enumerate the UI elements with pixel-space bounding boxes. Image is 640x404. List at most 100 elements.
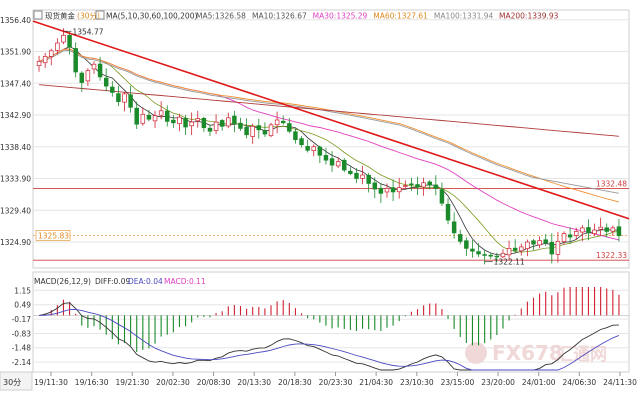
candle-body <box>555 240 561 255</box>
ma10-line <box>38 48 619 253</box>
candle-body <box>543 239 548 244</box>
ma5-line <box>38 46 619 256</box>
candle-body <box>110 86 115 93</box>
dea-line <box>39 308 620 371</box>
y-tick-label: 1329.40 <box>0 206 31 215</box>
ma-value-label: MA60:1327.61 <box>373 12 428 21</box>
candle-body <box>317 146 323 156</box>
macd-y-tick-label: -0.83 <box>12 330 32 339</box>
candle-body <box>592 229 597 234</box>
ma-value-label: MA200:1339.93 <box>499 12 559 21</box>
candle-body <box>79 72 85 83</box>
candle-body <box>146 114 152 120</box>
x-tick-label: 24/06:30 <box>563 378 597 387</box>
candle-body <box>183 118 188 128</box>
candle-body <box>91 63 97 70</box>
candle-body <box>128 94 133 108</box>
candle-body <box>470 248 475 252</box>
candle-body <box>140 113 146 124</box>
x-tick-label: 21/04:30 <box>359 378 393 387</box>
timeframe-tab-label: 30分 <box>3 378 21 387</box>
y-tick-label: 1342.90 <box>0 111 31 120</box>
current-price-box <box>35 230 71 241</box>
candle-body <box>122 93 127 103</box>
macd-name: MACD(26,12,9) <box>34 277 91 286</box>
macd-header: MACD(26,12,9) DIFF:0.09 DEA:0.04 MACD:0.… <box>34 277 206 286</box>
timeframe-label: (30分) <box>77 12 100 21</box>
symbol-name: 现货黄金 <box>45 11 75 21</box>
ma-value-label: MA5:1326.58 <box>196 12 246 21</box>
indicator-toggle-icon[interactable] <box>95 10 105 20</box>
price-labels: 1354.77 1322.11 1332.48 1325.83 1322.33 <box>35 27 627 267</box>
x-tick-label: 23/15:00 <box>441 378 475 387</box>
indicator-name: MA(5,10,30,60,100,200) <box>106 12 197 21</box>
macd-y-tick-label: 1.15 <box>14 286 31 295</box>
ma-value-label: MA100:1331.94 <box>434 12 494 21</box>
candle-body <box>201 117 207 129</box>
collapse-icon[interactable] <box>33 10 43 20</box>
candle-body <box>439 189 445 204</box>
candle-body <box>519 246 524 252</box>
candle-body <box>567 234 573 238</box>
candle-body <box>67 34 72 48</box>
candle-body <box>232 115 237 124</box>
macd-dea: DEA:0.04 <box>128 277 163 286</box>
candle-body <box>445 203 451 221</box>
horizontal-lines <box>33 188 629 261</box>
macd-y-tick-label: 0.49 <box>14 301 31 310</box>
ma-values: MA5:1326.58 MA10:1326.67 MA30:1325.29 MA60:… <box>196 12 559 21</box>
y-tick-label: 1347.40 <box>0 79 31 88</box>
macd-value: MACD:0.11 <box>164 277 206 286</box>
candle-body <box>573 231 579 236</box>
candle-body <box>287 123 292 132</box>
timeframe-tab[interactable]: 30分 <box>0 371 33 391</box>
ma-value-label: MA30:1325.29 <box>313 12 368 21</box>
candle-body <box>366 174 371 184</box>
candle-body <box>36 61 42 66</box>
x-tick-label: 19/11:30 <box>34 378 68 387</box>
y-tick-label: 1356.40 <box>0 16 31 25</box>
y-axis-labels: 1356.40 1351.90 1347.40 1342.90 1338.40 1333.… <box>0 16 31 367</box>
candle-body <box>177 116 182 124</box>
candle-body <box>457 234 463 242</box>
timeframe-tab-bg[interactable] <box>0 371 33 391</box>
candle-body <box>213 121 219 131</box>
candle-body <box>103 77 109 87</box>
candle-body <box>274 119 280 126</box>
candle-body <box>390 187 396 193</box>
level-price-label: 1322.33 <box>596 251 627 260</box>
x-tick-label: 19/21:30 <box>115 378 149 387</box>
candle-body <box>360 174 365 179</box>
candle-body <box>85 70 91 82</box>
candle-body <box>207 127 213 132</box>
candle-body <box>189 121 194 127</box>
candle-body <box>561 233 567 242</box>
ma30-line <box>38 48 620 241</box>
candle-body <box>335 161 341 167</box>
current-price-label: 1325.83 <box>38 231 69 240</box>
macd-y-tick-label: -1.48 <box>12 344 32 353</box>
candle-body <box>256 125 262 131</box>
candle-body <box>586 227 591 234</box>
candle-body <box>464 240 469 249</box>
candle-body <box>226 117 231 127</box>
chart-header: 现货黄金 (30分) MA(5,10,30,60,100,200) MA5:13… <box>33 10 559 21</box>
high-annotation: 1354.77 <box>72 27 103 36</box>
candle-body <box>305 146 310 151</box>
candle-body <box>451 221 457 234</box>
candle-body <box>476 251 481 255</box>
candle-body <box>134 107 139 125</box>
x-tick-label: 20/08:30 <box>197 378 231 387</box>
low-annotation: 1322.11 <box>494 258 525 267</box>
candle-body <box>525 241 530 249</box>
candle-body <box>311 146 316 151</box>
candle-body <box>482 254 487 256</box>
macd-y-tick-label: -2.14 <box>12 358 32 367</box>
candle-body <box>500 252 506 258</box>
x-tick-label: 20/13:30 <box>237 378 271 387</box>
candle-body <box>299 138 304 145</box>
candle-body <box>323 155 329 161</box>
candle-body <box>238 122 243 129</box>
